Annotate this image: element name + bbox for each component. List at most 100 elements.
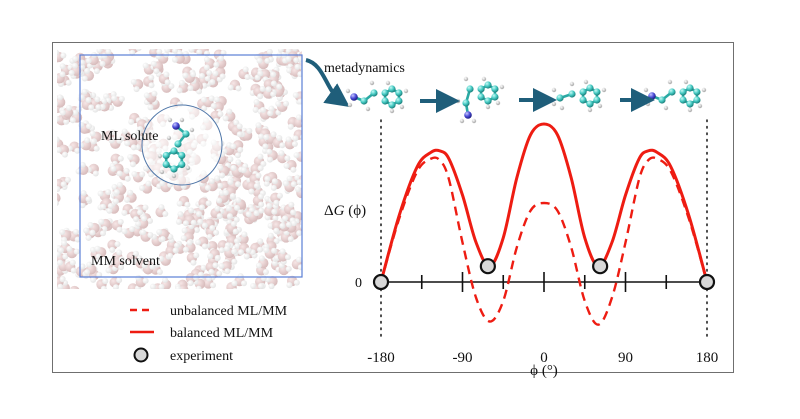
water-hydrogen-atom (285, 55, 292, 62)
water-hydrogen-atom (264, 175, 271, 182)
water-hydrogen-atom (96, 271, 103, 278)
water-hydrogen-atom (57, 283, 64, 289)
water-hydrogen-atom (61, 151, 68, 158)
water-hydrogen-atom (78, 121, 85, 128)
water-hydrogen-atom (106, 207, 113, 214)
legend-label-balanced: balanced ML/MM (170, 326, 274, 341)
water-hydrogen-atom (276, 83, 283, 90)
water-hydrogen-atom (201, 105, 208, 112)
water-hydrogen-atom (223, 245, 230, 252)
water-hydrogen-atom (296, 179, 302, 186)
carbon-atom (593, 96, 601, 104)
water-hydrogen-atom (270, 184, 277, 191)
carbon-atom (579, 96, 587, 104)
water-hydrogen-atom (222, 189, 229, 196)
water-hydrogen-atom (60, 181, 67, 188)
water-hydrogen-atom (86, 261, 93, 268)
water-hydrogen-atom (219, 73, 226, 80)
metadynamics-curved-arrow (305, 58, 350, 107)
water-hydrogen-atom (112, 198, 119, 205)
water-hydrogen-atom (98, 218, 105, 225)
carbon-atom (395, 97, 403, 105)
water-hydrogen-atom (107, 202, 114, 209)
water-hydrogen-atom (256, 57, 263, 64)
hydrogen-atom (471, 118, 477, 124)
water-hydrogen-atom (100, 285, 107, 289)
hydrogen-atom (345, 88, 351, 94)
hydrogen-atom (166, 135, 172, 141)
water-hydrogen-atom (296, 230, 302, 237)
water-hydrogen-atom (201, 82, 208, 89)
carbon-atom (593, 88, 601, 96)
water-hydrogen-atom (158, 204, 165, 211)
water-hydrogen-atom (271, 208, 278, 215)
water-hydrogen-atom (266, 148, 273, 155)
water-hydrogen-atom (182, 220, 189, 227)
carbon-atom (568, 90, 576, 98)
water-hydrogen-atom (188, 207, 195, 214)
water-hydrogen-atom (290, 209, 297, 216)
water-hydrogen-atom (130, 78, 137, 85)
water-hydrogen-atom (258, 133, 265, 140)
hydrogen-atom (347, 102, 353, 108)
carbon-atom (693, 88, 701, 96)
water-hydrogen-atom (73, 228, 80, 235)
hydrogen-atom (601, 87, 607, 93)
water-hydrogen-atom (164, 49, 171, 53)
water-hydrogen-atom (193, 252, 200, 259)
water-hydrogen-atom (293, 57, 300, 64)
water-hydrogen-atom (129, 161, 136, 168)
water-hydrogen-atom (216, 213, 223, 220)
carbon-atom (556, 94, 564, 102)
water-hydrogen-atom (257, 70, 264, 77)
water-hydrogen-atom (216, 270, 223, 277)
water-hydrogen-atom (57, 115, 60, 122)
water-hydrogen-atom (141, 215, 148, 222)
workflow-arrows (420, 88, 655, 113)
water-hydrogen-atom (176, 50, 183, 57)
hydrogen-atom (455, 98, 461, 104)
water-hydrogen-atom (293, 279, 300, 286)
carbon-atom (686, 100, 694, 108)
water-hydrogen-atom (99, 203, 106, 210)
hydrogen-atom (189, 127, 195, 133)
carbon-atom (370, 89, 378, 97)
hydrogen-atom (551, 87, 557, 93)
water-hydrogen-atom (214, 254, 221, 261)
water-hydrogen-atom (153, 68, 160, 75)
carbon-atom (491, 85, 499, 93)
water-hydrogen-atom (100, 98, 107, 105)
hydrogen-atom (369, 80, 375, 86)
water-hydrogen-atom (206, 233, 213, 240)
water-hydrogen-atom (218, 262, 225, 269)
water-hydrogen-atom (59, 229, 66, 236)
water-hydrogen-atom (99, 60, 106, 67)
water-hydrogen-atom (94, 245, 101, 252)
water-hydrogen-atom (287, 123, 294, 130)
carbon-atom (462, 99, 470, 107)
series-lines (379, 122, 709, 326)
water-hydrogen-atom (300, 134, 302, 140)
water-hydrogen-atom (85, 196, 92, 203)
water-hydrogen-atom (281, 215, 288, 222)
experiment-markers (372, 258, 716, 291)
water-hydrogen-atom (78, 142, 85, 149)
water-hydrogen-atom (233, 238, 240, 245)
water-hydrogen-atom (263, 180, 270, 187)
water-hydrogen-atom (117, 218, 124, 225)
water-hydrogen-atom (208, 178, 215, 185)
water-hydrogen-atom (95, 104, 102, 111)
carbon-atom (679, 96, 687, 104)
hydrogen-atom (159, 169, 165, 175)
carbon-atom (693, 96, 701, 104)
water-hydrogen-atom (171, 56, 178, 63)
water-hydrogen-atom (250, 282, 257, 289)
water-hydrogen-atom (203, 64, 210, 71)
water-hydrogen-atom (286, 175, 293, 182)
water-hydrogen-atom (206, 69, 213, 76)
water-hydrogen-atom (50, 288, 56, 294)
water-hydrogen-atom (162, 210, 169, 217)
water-hydrogen-atom (79, 202, 86, 209)
water-hydrogen-atom (230, 164, 237, 171)
water-hydrogen-atom (116, 249, 123, 256)
